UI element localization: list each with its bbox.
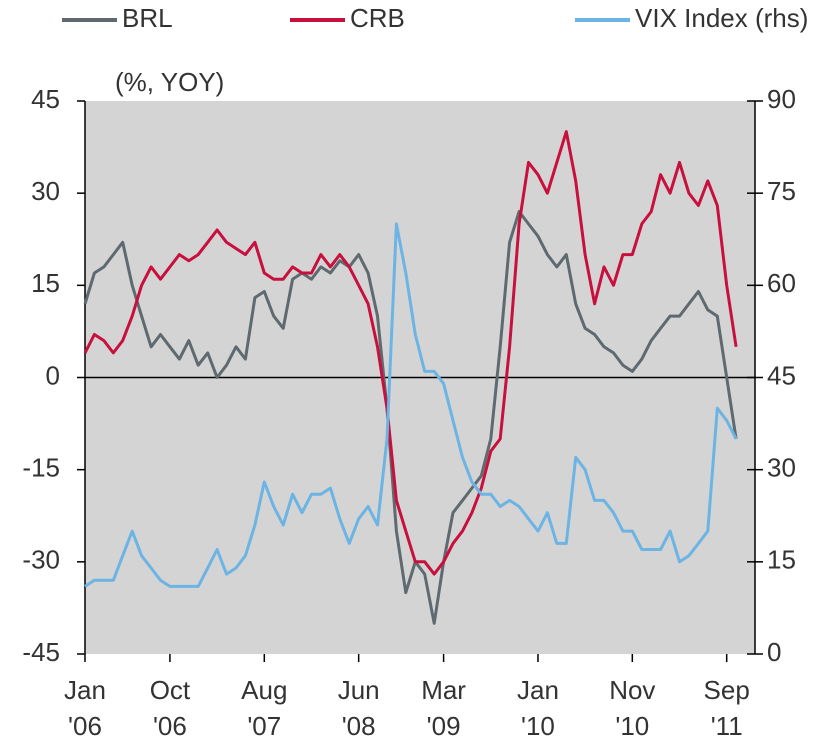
y2-tick-label: 15	[767, 545, 796, 575]
x-tick-label: Jun '08	[338, 675, 380, 741]
series-line	[83, 130, 738, 576]
y2-tick-label: 30	[767, 453, 796, 483]
legend-label: CRB	[350, 3, 405, 33]
x-tick-label: Mar '09	[421, 675, 466, 741]
y2-tick-label: 60	[767, 268, 796, 298]
series-line	[84, 222, 738, 588]
y2-tick-label: 45	[767, 360, 796, 390]
y2-tick-label: 0	[767, 637, 781, 667]
y-tick-label: -15	[22, 453, 60, 483]
x-tick-label: Jan '10	[517, 675, 559, 741]
x-tick-label: Sep '11	[704, 675, 750, 741]
x-tick-label: Jan '06	[64, 675, 106, 741]
x-tick-label: Oct '06	[150, 675, 191, 741]
y-tick-label: 15	[31, 268, 60, 298]
y2-tick-label: 90	[767, 84, 796, 114]
y-tick-label: 0	[46, 360, 60, 390]
y-tick-label: -30	[22, 545, 60, 575]
legend-label: BRL	[122, 3, 173, 33]
series-line	[83, 210, 738, 625]
legend-label: VIX Index (rhs)	[635, 3, 808, 33]
x-tick-label: Aug '07	[241, 675, 287, 741]
y-tick-label: 30	[31, 176, 60, 206]
y2-tick-label: 75	[767, 176, 796, 206]
axis-annotation: (%, YOY)	[115, 67, 224, 97]
x-tick-label: Nov '10	[609, 675, 655, 741]
y-tick-label: -45	[22, 637, 60, 667]
y-tick-label: 45	[31, 84, 60, 114]
